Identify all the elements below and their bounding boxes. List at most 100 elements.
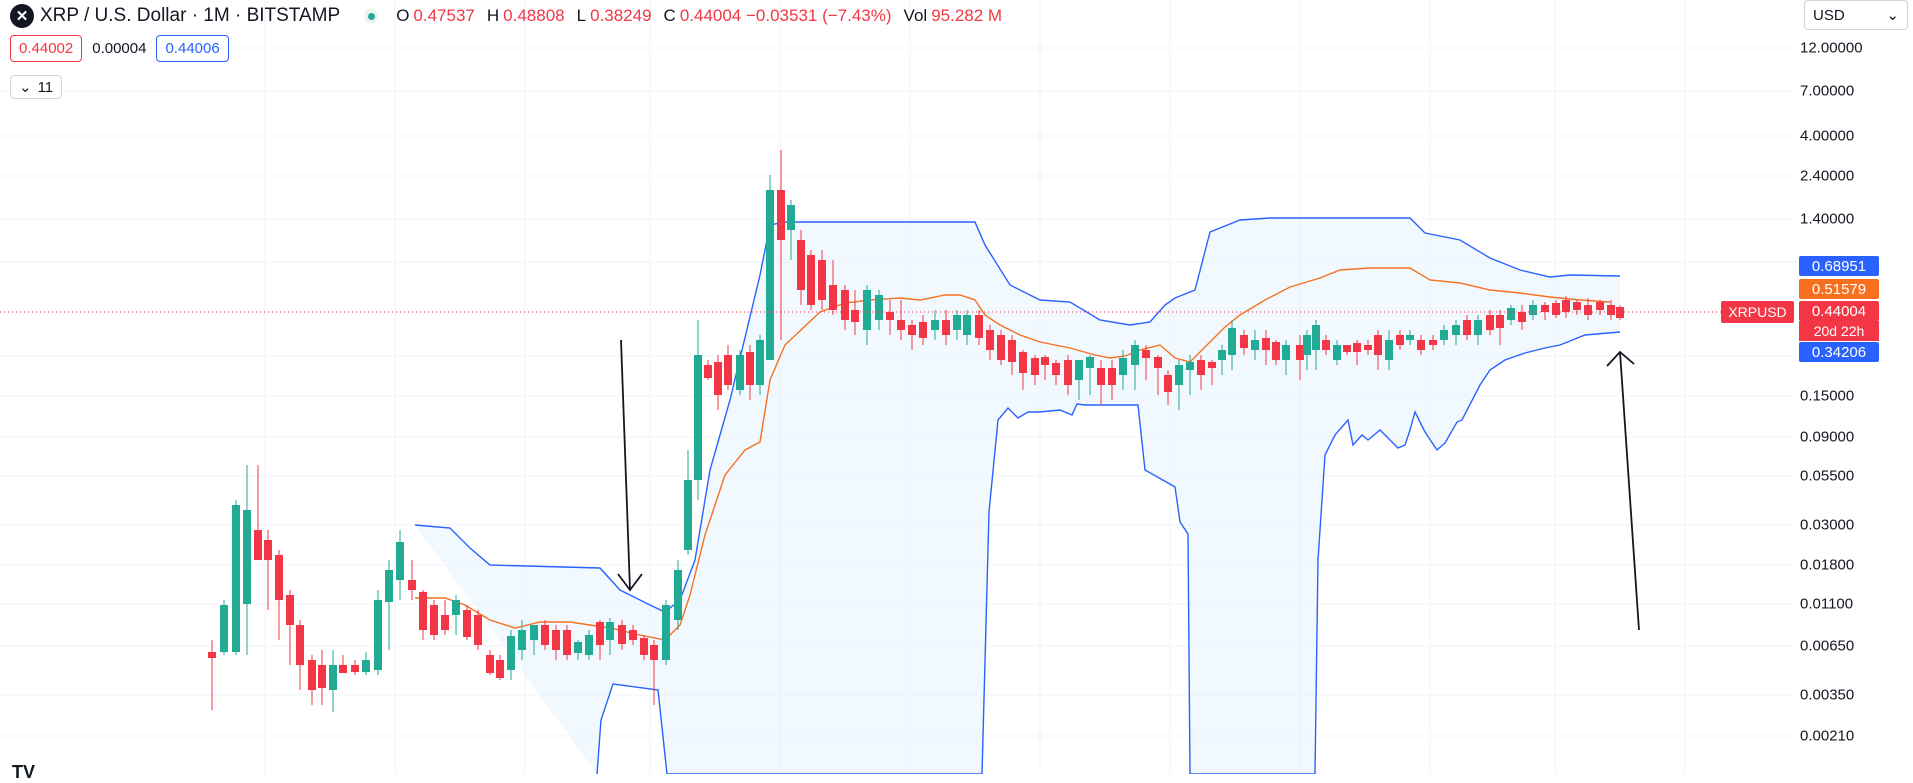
candle-body <box>1052 363 1060 375</box>
arrow-drawing-right[interactable] <box>1606 350 1640 631</box>
candle-body <box>1396 335 1404 345</box>
candle-body <box>975 315 983 338</box>
candle-body <box>1154 357 1162 368</box>
candle-body <box>430 605 438 635</box>
candle-body <box>1385 340 1393 360</box>
candle-body <box>746 352 754 385</box>
quote-row: 0.44002 0.00004 0.44006 <box>10 35 229 62</box>
candle-body <box>963 315 971 335</box>
last-price-tag: 0.44004 <box>1799 301 1879 321</box>
candle-body <box>374 600 382 670</box>
candle-body <box>777 190 785 240</box>
candle-body <box>1364 345 1372 350</box>
candle-body <box>953 315 961 330</box>
candle-body <box>650 645 658 660</box>
candle-body <box>756 340 764 385</box>
candle-body <box>1562 300 1570 312</box>
candle-body <box>596 622 604 645</box>
candle-body <box>629 630 637 640</box>
bollinger-basis-line <box>415 267 1611 641</box>
candle-body <box>897 320 905 330</box>
ohlc-close-label: C <box>663 6 676 25</box>
tradingview-logo[interactable]: TV <box>12 762 36 782</box>
candle-body <box>351 665 359 672</box>
candle-body <box>863 290 871 330</box>
candle-body <box>908 325 916 335</box>
candle-body <box>243 510 251 604</box>
candle-body <box>563 630 571 655</box>
candle-body <box>1303 335 1311 355</box>
candle-body <box>318 665 326 688</box>
price-tick: 0.00210 <box>1800 727 1855 745</box>
price-tick: 7.00000 <box>1800 82 1855 100</box>
candle-body <box>787 205 795 230</box>
candle-body <box>552 630 560 650</box>
symbol-title[interactable]: XRP / U.S. Dollar · 1M · BITSTAMP <box>40 5 341 26</box>
candle-body <box>1108 368 1116 385</box>
candle-body <box>1452 325 1460 335</box>
buy-price-button[interactable]: 0.44006 <box>156 35 229 62</box>
spread-value: 0.00004 <box>92 40 147 57</box>
candle-body <box>1343 345 1351 352</box>
candle-body <box>385 570 393 602</box>
chevron-down-icon: ⌄ <box>1886 7 1899 24</box>
basis-price-tag: 0.51579 <box>1799 279 1879 299</box>
candle-body <box>1296 345 1304 360</box>
candle-body <box>296 625 304 665</box>
candle-body <box>1119 358 1127 375</box>
ohlc-values: O 0.47537 H 0.48808 L 0.38249 C 0.44004 −0.0… <box>396 6 1010 26</box>
candle-body <box>530 625 538 640</box>
candle-body <box>942 320 950 335</box>
ohlc-low-value: 0.38249 <box>590 6 652 25</box>
currency-select[interactable]: USD ⌄ <box>1804 0 1908 30</box>
candle-body <box>1041 357 1049 365</box>
candle-body <box>931 320 939 330</box>
candle-body <box>254 530 262 560</box>
currency-value: USD <box>1813 6 1845 24</box>
candle-body <box>724 355 732 385</box>
candle-body <box>1164 375 1172 392</box>
market-status-icon[interactable] <box>364 9 379 23</box>
bollinger-band-fill <box>415 218 1620 774</box>
indicators-count: 11 <box>37 78 54 96</box>
candle-body <box>496 660 504 678</box>
candle-body <box>486 655 494 673</box>
ohlc-low-label: L <box>576 6 587 25</box>
arrow-drawing-left[interactable] <box>617 339 643 592</box>
chevron-down-icon: ⌄ <box>19 79 32 96</box>
price-tick: 0.05500 <box>1800 467 1855 485</box>
candle-body <box>585 635 593 655</box>
candle-body <box>797 240 805 290</box>
price-tick: 0.15000 <box>1800 387 1855 405</box>
sell-price-button[interactable]: 0.44002 <box>10 35 83 62</box>
candle-body <box>463 610 471 637</box>
candle-body <box>452 600 460 615</box>
candle-body <box>886 312 894 320</box>
ohlc-high-value: 0.48808 <box>503 6 565 25</box>
xrp-logo-icon: ✕ <box>10 4 34 28</box>
candle-body <box>694 355 702 480</box>
candle-body <box>1064 360 1072 385</box>
candle-body <box>408 580 416 590</box>
candle-body <box>1008 340 1016 362</box>
candle-body <box>1353 343 1361 352</box>
candle-body <box>507 636 515 670</box>
candle-body <box>714 362 722 395</box>
candle-body <box>1262 338 1270 350</box>
candle-body <box>986 330 994 350</box>
ohlc-high-label: H <box>486 6 500 25</box>
candle-body <box>851 310 859 322</box>
candle-body <box>275 555 283 600</box>
price-tick: 1.40000 <box>1800 210 1855 228</box>
candle-body <box>541 625 549 645</box>
candle-body <box>1019 352 1027 373</box>
candle-body <box>1440 330 1448 340</box>
indicators-collapse-button[interactable]: ⌄ 11 <box>10 75 63 99</box>
candle-body <box>1374 335 1382 355</box>
candle-body <box>286 595 294 625</box>
candle-body <box>1075 360 1083 380</box>
candle-body <box>1031 358 1039 375</box>
upper-band-price-tag: 0.68951 <box>1799 256 1879 276</box>
candle-body <box>474 615 482 645</box>
